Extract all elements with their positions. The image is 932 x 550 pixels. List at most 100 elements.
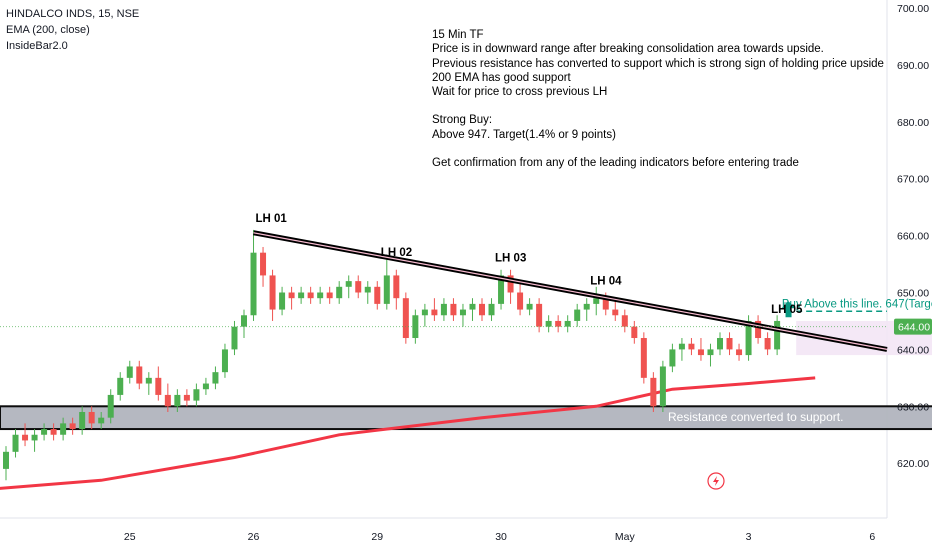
candle-body[interactable] (469, 303, 476, 310)
candle-body[interactable] (650, 377, 657, 407)
lh-label: LH 02 (381, 247, 412, 259)
candle-body[interactable] (507, 275, 514, 293)
analysis-note: 15 Min TF Price is in downward range afte… (432, 28, 884, 170)
candle-body[interactable] (326, 292, 333, 299)
candle-body[interactable] (602, 298, 609, 310)
lh-label: LH 01 (256, 213, 288, 225)
candle-body[interactable] (107, 394, 114, 418)
time-tick-label: May (615, 531, 636, 543)
candle-body[interactable] (88, 411, 95, 424)
candle-body[interactable] (174, 394, 181, 407)
candle-body[interactable] (155, 377, 162, 395)
candle-body[interactable] (22, 434, 29, 441)
candle-body[interactable] (79, 411, 86, 430)
candle-body[interactable] (564, 320, 571, 327)
candle-body[interactable] (593, 298, 600, 304)
symbol-title[interactable]: HINDALCO INDS, 15, NSE (6, 8, 140, 20)
candle-body[interactable] (402, 298, 409, 339)
candle-body[interactable] (41, 429, 48, 435)
candle-body[interactable] (755, 320, 762, 339)
candle-body[interactable] (374, 286, 381, 304)
candle-body[interactable] (231, 326, 238, 350)
candle-body[interactable] (707, 349, 714, 356)
insidebar-indicator-label[interactable]: InsideBar2.0 (6, 40, 68, 52)
candle-body[interactable] (12, 434, 19, 452)
candle-body[interactable] (164, 394, 171, 407)
candle-body[interactable] (774, 320, 781, 350)
candle-body[interactable] (145, 377, 152, 384)
candle-body[interactable] (279, 292, 286, 310)
candle-body[interactable] (183, 394, 190, 401)
candle-body[interactable] (583, 303, 590, 310)
time-tick-label: 6 (869, 531, 875, 543)
price-badge[interactable] (894, 318, 932, 335)
candle-body[interactable] (621, 315, 628, 327)
candle-body[interactable] (31, 434, 38, 441)
candle-body[interactable] (640, 338, 647, 378)
candle-body[interactable] (717, 338, 723, 350)
candle-body[interactable] (412, 315, 419, 339)
ema-indicator-label[interactable]: EMA (200, close) (6, 24, 90, 36)
candle-body[interactable] (50, 429, 57, 435)
candle-body[interactable] (241, 315, 247, 327)
candle-body[interactable] (440, 303, 447, 316)
candle-body[interactable] (202, 383, 209, 390)
candle-body[interactable] (697, 349, 704, 356)
candle-body[interactable] (736, 349, 743, 356)
candle-body[interactable] (574, 309, 581, 321)
candle-body[interactable] (260, 252, 267, 276)
candle-body[interactable] (307, 292, 314, 299)
candle-body[interactable] (60, 423, 67, 435)
candle-body[interactable] (479, 303, 485, 316)
candle-body[interactable] (764, 338, 771, 350)
candle-body[interactable] (269, 275, 276, 310)
candle-body[interactable] (288, 292, 295, 299)
candle-body[interactable] (421, 309, 428, 316)
candle-body[interactable] (3, 451, 9, 469)
candle-body[interactable] (498, 275, 505, 304)
candle-body[interactable] (317, 292, 324, 299)
candle-body[interactable] (488, 303, 495, 316)
candle-body[interactable] (364, 286, 371, 293)
ema-200-line[interactable] (0, 376, 816, 503)
support-zone[interactable] (0, 405, 932, 431)
candle-body[interactable] (117, 377, 124, 395)
candle-body[interactable] (688, 343, 695, 350)
candle-body[interactable] (193, 389, 200, 401)
trendline-inner (253, 232, 888, 350)
candle-body[interactable] (393, 275, 400, 299)
candle-body[interactable] (726, 338, 733, 350)
note-line: Get confirmation from any of the leading… (432, 157, 799, 170)
candle-body[interactable] (431, 309, 438, 316)
candle-body[interactable] (250, 252, 257, 316)
candle-body[interactable] (383, 275, 390, 304)
candle-body[interactable] (355, 281, 362, 293)
candle-body[interactable] (450, 303, 457, 316)
candle-body[interactable] (98, 417, 105, 424)
candle-body[interactable] (678, 343, 685, 350)
candle-body[interactable] (526, 303, 533, 310)
candle-body[interactable] (336, 286, 343, 299)
candle-body[interactable] (345, 281, 352, 287)
price-tick-label: 650.00 (897, 288, 929, 300)
candle-body[interactable] (612, 309, 619, 316)
candle-body[interactable] (126, 366, 133, 378)
candle-body[interactable] (517, 292, 524, 310)
candle-body[interactable] (555, 320, 562, 327)
candle-body[interactable] (69, 423, 76, 430)
candle-body[interactable] (221, 349, 228, 373)
note-line: Previous resistance has converted to sup… (432, 57, 884, 70)
candle-body[interactable] (136, 366, 143, 384)
candle-body[interactable] (298, 292, 305, 299)
candle-body[interactable] (659, 366, 666, 407)
candle-body[interactable] (745, 320, 752, 356)
candle-body[interactable] (545, 320, 552, 327)
price-tick-label: 660.00 (897, 231, 929, 243)
candle-body[interactable] (631, 326, 638, 339)
candle-body[interactable] (536, 303, 543, 327)
candle-body[interactable] (669, 349, 676, 367)
candle-body[interactable] (212, 372, 219, 384)
candle-body[interactable] (459, 309, 466, 316)
